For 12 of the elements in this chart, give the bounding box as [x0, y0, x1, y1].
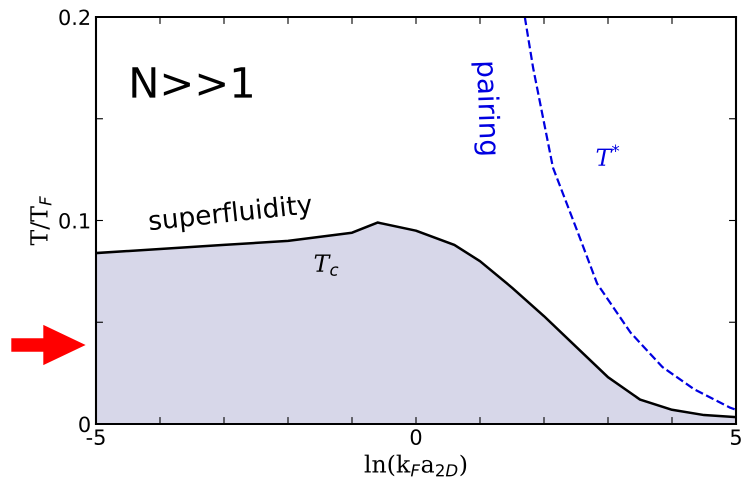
annotation: pairing — [471, 62, 502, 155]
line-series — [524, 17, 736, 411]
x-tick-label: 5 — [730, 430, 741, 445]
y-axis-title: T/T$_{F}$ — [30, 196, 52, 246]
x-tick-label: 0 — [410, 429, 422, 445]
annotation: T$_{c}$ — [314, 254, 338, 276]
annotation: T$^{*}$ — [596, 144, 620, 166]
annotation: superfluidity — [148, 193, 314, 236]
x-axis-title: ln(k$_{F}$a$_{2D}$) — [364, 454, 466, 476]
y-tick-label: 0.1 — [59, 212, 90, 229]
annotation: N>>1 — [132, 67, 252, 98]
y-tick-label: 0.2 — [59, 9, 90, 26]
